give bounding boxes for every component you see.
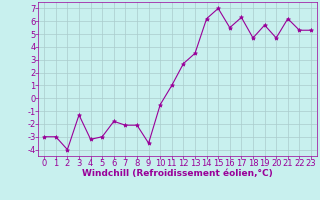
X-axis label: Windchill (Refroidissement éolien,°C): Windchill (Refroidissement éolien,°C) [82, 169, 273, 178]
